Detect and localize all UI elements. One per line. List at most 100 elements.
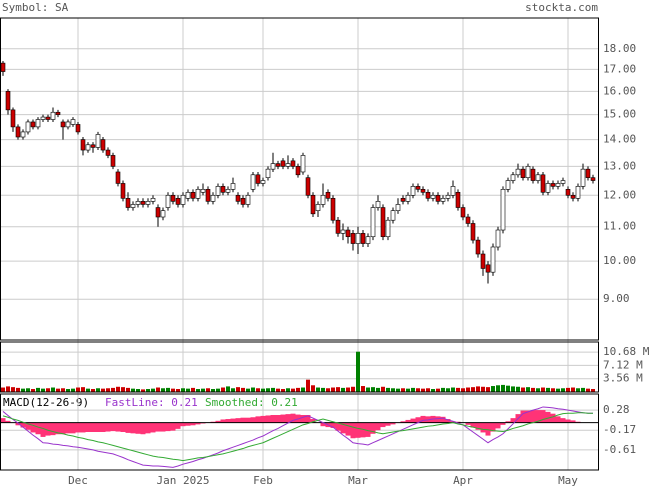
y-tick-label: 18.00 — [603, 42, 636, 55]
candle-body — [420, 189, 426, 193]
volume-bar — [121, 387, 125, 392]
macd-histogram — [20, 422, 26, 428]
volume-bar — [241, 387, 245, 392]
candle-body — [455, 191, 461, 208]
volume-bar — [461, 388, 465, 392]
macd-histogram — [255, 416, 261, 423]
macd-histogram — [180, 422, 186, 427]
volume-bar — [176, 389, 180, 392]
volume-bar — [336, 387, 340, 392]
macd-histogram — [190, 422, 196, 426]
macd-histogram — [305, 415, 311, 423]
macd-histogram — [570, 420, 576, 423]
y-tick-label: 14.00 — [603, 133, 636, 146]
macd-histogram — [385, 422, 391, 426]
macd-histogram — [240, 417, 246, 423]
macd-histogram — [195, 422, 201, 425]
volume-bar — [256, 388, 260, 392]
candle-body — [340, 229, 346, 234]
candle-body — [565, 189, 571, 196]
y-tick-label: 17.00 — [603, 62, 636, 75]
macd-histogram — [225, 419, 231, 423]
y-tick-label: 10.68 M — [603, 345, 650, 358]
volume-bar — [451, 387, 455, 392]
volume-bar — [26, 388, 30, 392]
macd-histogram — [405, 419, 411, 423]
candle-body — [515, 168, 521, 176]
macd-histogram — [415, 417, 421, 423]
candle-body — [505, 180, 511, 190]
volume-bar — [376, 387, 380, 392]
macd-histogram — [60, 422, 66, 435]
candle-body — [210, 194, 216, 202]
y-tick-label: 3.56 M — [603, 372, 643, 385]
panel-frame — [0, 17, 599, 341]
volume-bar — [11, 387, 15, 392]
y-tick-label: -0.61 — [603, 443, 636, 456]
volume-bar — [111, 387, 115, 392]
candle-body — [290, 160, 296, 167]
candle-body — [100, 139, 106, 151]
macd-histogram — [400, 421, 406, 423]
candle-body — [135, 201, 141, 205]
volume-bar — [71, 388, 75, 392]
y-tick-label: 7.12 M — [603, 358, 643, 371]
candle-body — [270, 163, 276, 170]
legend-fastline: FastLine: 0.21 — [105, 396, 198, 409]
legend-smoothed: Smoothed: 0.21 — [205, 396, 298, 409]
candle-body — [405, 194, 411, 202]
candle-body — [50, 111, 56, 120]
volume-bar — [36, 387, 40, 392]
candle-body — [85, 144, 91, 151]
y-tick-label: 13.00 — [603, 159, 636, 172]
candle-body — [375, 201, 381, 208]
candle-body — [25, 121, 31, 133]
volume-bar — [141, 389, 145, 392]
source: stockta.com — [525, 1, 598, 14]
macd-histogram — [175, 422, 181, 429]
candle-body — [430, 194, 436, 199]
x-tick-label: Jan 2025 — [157, 474, 210, 486]
macd-histogram — [485, 422, 491, 436]
volume-bar — [251, 387, 255, 392]
candle-body — [590, 177, 596, 181]
macd-histogram — [265, 415, 271, 423]
candle-body — [65, 121, 71, 128]
candle-body — [530, 168, 536, 181]
candle-body — [480, 253, 486, 269]
macd-histogram — [445, 419, 451, 423]
macd-histogram — [435, 416, 441, 423]
volume-bar — [16, 387, 20, 392]
volume-bar — [471, 387, 475, 392]
volume-bar — [386, 387, 390, 392]
volume-bar — [266, 388, 270, 392]
volume-bar — [546, 387, 550, 392]
candle-body — [130, 204, 136, 208]
volume-bar — [61, 388, 65, 392]
macd-histogram — [220, 419, 226, 423]
macd-histogram — [310, 419, 316, 423]
volume-bar — [271, 387, 275, 392]
macd-histogram — [0, 418, 6, 423]
volume-bar — [571, 387, 575, 392]
macd-histogram — [145, 422, 151, 434]
candle-body — [170, 194, 176, 202]
macd-histogram — [50, 422, 56, 436]
macd-histogram — [245, 417, 251, 423]
candle-body — [120, 183, 126, 199]
y-tick-label: 10.00 — [603, 254, 636, 267]
macd-histogram — [55, 422, 61, 435]
volume-bar — [426, 388, 430, 392]
macd-histogram — [500, 422, 506, 425]
macd-histogram — [545, 411, 551, 423]
candle-body — [380, 207, 386, 238]
candle-body — [70, 119, 76, 125]
y-tick-label: 9.00 — [603, 292, 630, 305]
volume-bar — [81, 387, 85, 392]
volume-bar — [221, 387, 225, 392]
volume-bar — [331, 387, 335, 392]
macd-histogram — [135, 422, 141, 434]
candle-body — [365, 236, 371, 244]
volume-bar — [406, 388, 410, 392]
volume-bar — [166, 387, 170, 392]
